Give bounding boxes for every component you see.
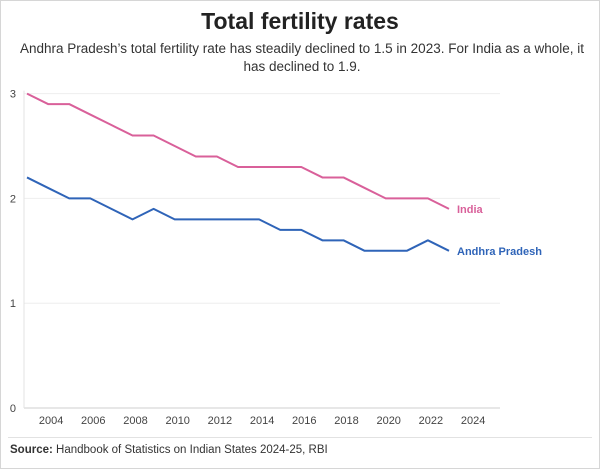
x-tick-label: 2008 bbox=[123, 415, 147, 427]
x-tick-label: 2022 bbox=[419, 415, 443, 427]
source-text: Handbook of Statistics on Indian States … bbox=[56, 444, 328, 456]
chart-subtitle: Andhra Pradesh’s total fertility rate ha… bbox=[19, 41, 585, 74]
x-tick-label: 2016 bbox=[292, 415, 316, 427]
divider bbox=[8, 437, 592, 438]
x-tick-label: 2006 bbox=[81, 415, 105, 427]
series-label: Andhra Pradesh bbox=[457, 246, 542, 258]
y-tick-label: 0 bbox=[10, 403, 16, 415]
series-line-andhra-pradesh bbox=[26, 176, 450, 252]
source-label: Source: bbox=[10, 444, 53, 456]
source-note: Source: Handbook of Statistics on Indian… bbox=[10, 444, 328, 456]
y-tick-label: 2 bbox=[10, 193, 16, 205]
x-tick-label: 2004 bbox=[39, 415, 63, 427]
x-tick-label: 2020 bbox=[376, 415, 400, 427]
chart-title: Total fertility rates bbox=[201, 8, 399, 34]
x-tick-label: 2024 bbox=[461, 415, 485, 427]
x-tick-label: 2010 bbox=[165, 415, 189, 427]
x-tick-label: 2012 bbox=[208, 415, 232, 427]
y-tick-label: 3 bbox=[10, 89, 16, 101]
y-tick-label: 1 bbox=[10, 298, 16, 310]
x-tick-label: 2018 bbox=[334, 415, 358, 427]
series-label: India bbox=[457, 204, 484, 216]
x-tick-label: 2014 bbox=[250, 415, 274, 427]
series-line-india bbox=[26, 92, 450, 210]
